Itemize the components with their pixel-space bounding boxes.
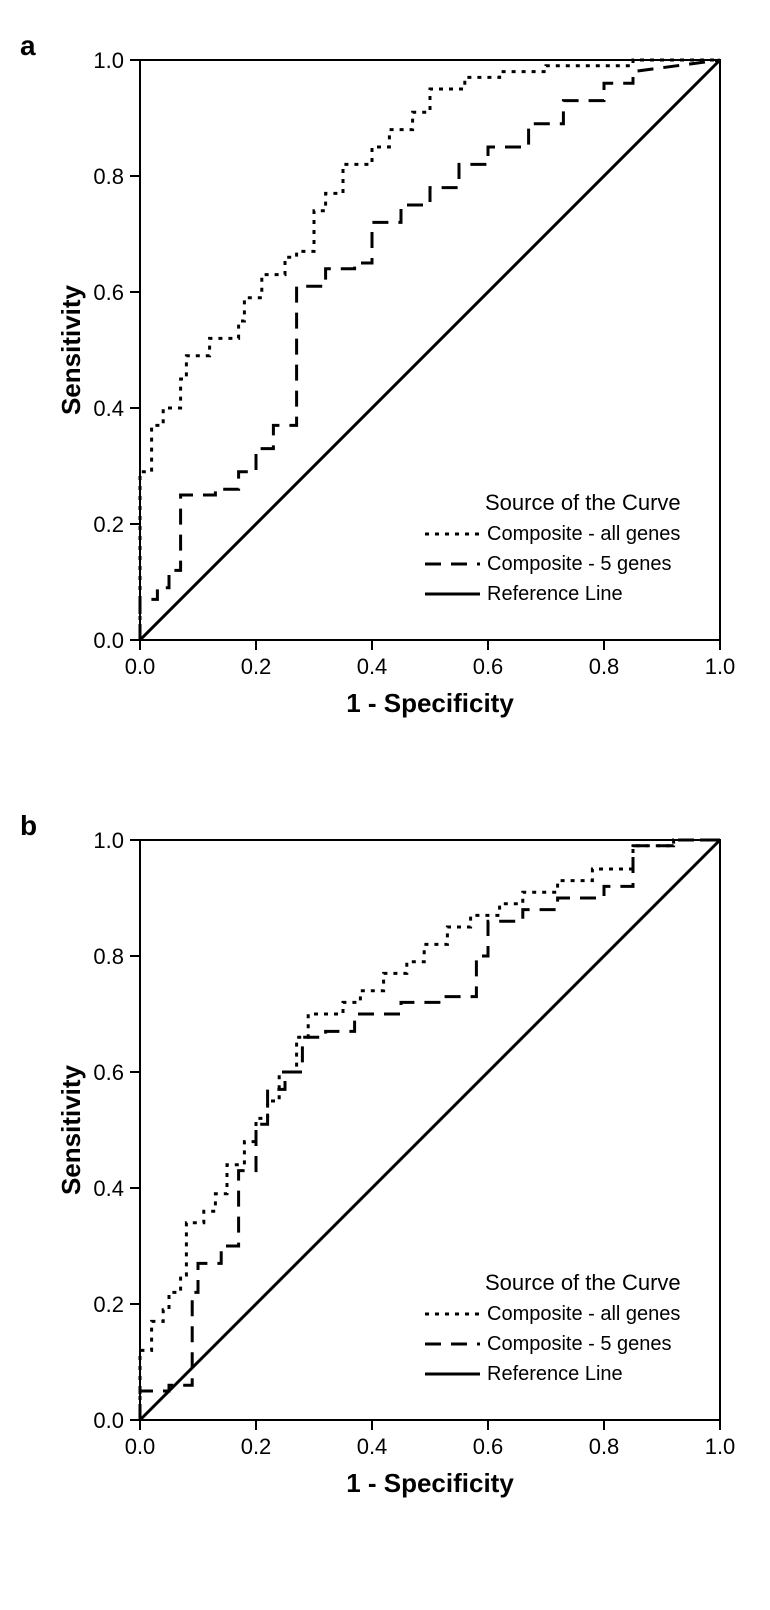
svg-text:1.0: 1.0 (705, 654, 736, 679)
chart-b-wrap: 0.0 0.2 0.4 0.6 0.8 1.0 0.0 0.2 0.4 0.6 0.8 1.0 1 - … (50, 810, 750, 1550)
svg-text:0.8: 0.8 (93, 944, 124, 969)
svg-text:1.0: 1.0 (93, 48, 124, 73)
svg-text:Source of the Curve: Source of the Curve (485, 1270, 681, 1295)
svg-text:Composite - all genes: Composite - all genes (487, 1303, 680, 1325)
svg-text:0.4: 0.4 (357, 654, 388, 679)
svg-text:0.8: 0.8 (93, 164, 124, 189)
roc-chart-b: 0.0 0.2 0.4 0.6 0.8 1.0 0.0 0.2 0.4 0.6 0.8 1.0 1 - … (50, 810, 750, 1550)
roc-chart-a: 0.0 0.2 0.4 0.6 0.8 1.0 0.0 0.2 0.4 0.6 0.8 1.0 1 - … (50, 30, 750, 770)
svg-text:0.0: 0.0 (93, 1408, 124, 1433)
svg-text:0.0: 0.0 (93, 628, 124, 653)
svg-text:0.4: 0.4 (357, 1434, 388, 1459)
svg-text:1.0: 1.0 (93, 828, 124, 853)
svg-text:Sensitivity: Sensitivity (56, 284, 86, 415)
svg-text:1 - Specificity: 1 - Specificity (346, 1468, 514, 1498)
svg-text:Reference Line: Reference Line (487, 583, 623, 605)
svg-text:0.6: 0.6 (473, 1434, 504, 1459)
svg-text:0.0: 0.0 (125, 1434, 156, 1459)
svg-text:0.8: 0.8 (589, 654, 620, 679)
svg-text:Sensitivity: Sensitivity (56, 1064, 86, 1195)
svg-text:1 - Specificity: 1 - Specificity (346, 688, 514, 718)
svg-text:0.2: 0.2 (241, 654, 272, 679)
svg-text:0.4: 0.4 (93, 396, 124, 421)
svg-text:0.4: 0.4 (93, 1176, 124, 1201)
panel-a: a 0.0 0.2 0.4 0.6 0.8 1.0 0.0 0.2 0.4 0.6 0.8 1.0 1 … (20, 30, 750, 770)
chart-a-wrap: 0.0 0.2 0.4 0.6 0.8 1.0 0.0 0.2 0.4 0.6 0.8 1.0 1 - … (50, 30, 750, 770)
svg-text:0.2: 0.2 (93, 512, 124, 537)
svg-text:0.2: 0.2 (93, 1292, 124, 1317)
panel-label-a: a (20, 30, 36, 62)
svg-text:0.6: 0.6 (93, 1060, 124, 1085)
svg-text:Composite - all genes: Composite - all genes (487, 523, 680, 545)
svg-text:Composite - 5 genes: Composite - 5 genes (487, 553, 672, 575)
svg-text:0.6: 0.6 (93, 280, 124, 305)
svg-text:1.0: 1.0 (705, 1434, 736, 1459)
svg-text:0.6: 0.6 (473, 654, 504, 679)
svg-text:Reference Line: Reference Line (487, 1363, 623, 1385)
figure-container: a 0.0 0.2 0.4 0.6 0.8 1.0 0.0 0.2 0.4 0.6 0.8 1.0 1 … (20, 30, 750, 1550)
svg-text:Composite - 5 genes: Composite - 5 genes (487, 1333, 672, 1355)
panel-b: b 0.0 0.2 0.4 0.6 0.8 1.0 0.0 0.2 0.4 0.6 0.8 1.0 1 … (20, 810, 750, 1550)
svg-text:0.0: 0.0 (125, 654, 156, 679)
svg-text:0.2: 0.2 (241, 1434, 272, 1459)
svg-text:Source of the Curve: Source of the Curve (485, 490, 681, 515)
panel-label-b: b (20, 810, 37, 842)
svg-text:0.8: 0.8 (589, 1434, 620, 1459)
